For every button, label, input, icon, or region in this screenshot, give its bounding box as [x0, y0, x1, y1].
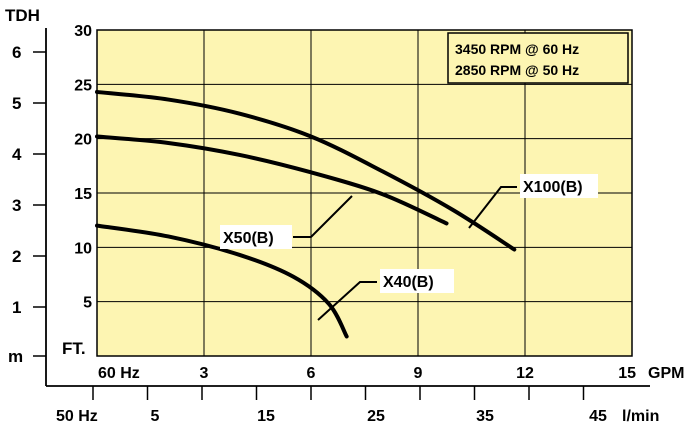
m-tick-label: 5: [12, 94, 21, 113]
m-tick-label: 4: [12, 145, 22, 164]
m-tick-label: 1: [12, 298, 21, 317]
rpm-line-50hz: 2850 RPM @ 50 Hz: [455, 62, 579, 78]
gpm-tick-label: 9: [414, 365, 423, 382]
lmin-tick-label: 35: [476, 408, 494, 425]
gpm-axis-unit: GPM: [648, 365, 684, 382]
x40-leader: [317, 281, 377, 321]
gpm-tick-label: 12: [516, 365, 534, 382]
m-tick-label: 2: [12, 247, 21, 266]
ft-tick-label: 15: [74, 186, 92, 203]
label-x50: X50(B): [220, 195, 353, 249]
x100-label-bg: [520, 174, 598, 198]
rpm-line-60hz: 3450 RPM @ 60 Hz: [455, 41, 579, 57]
curve-x50-b: [95, 134, 449, 226]
label-x100: X100(B): [468, 174, 598, 229]
rpm-box-frame: [447, 32, 629, 84]
ft-axis-unit: FT.: [62, 339, 86, 358]
x40-label: X40(B): [383, 274, 434, 291]
curve-x100-b: [95, 89, 517, 252]
plot-border: [96, 29, 633, 357]
m-tick-label: 3: [12, 196, 21, 215]
x40-label-bg: [380, 269, 454, 293]
rpm-box: 3450 RPM @ 60 Hz 2850 RPM @ 50 Hz: [447, 32, 629, 84]
bottom-axis-ticks: 5 15 25 35 45: [92, 386, 607, 425]
lmin-tick-label: 45: [589, 408, 607, 425]
gpm-axis-ticks: 3 6 9 12 15: [200, 365, 637, 382]
left-axis-ticks: 1 2 3 4 5 6: [12, 43, 46, 357]
lmin-tick-label: 15: [257, 408, 275, 425]
gpm-axis-prefix: 60 Hz: [98, 365, 140, 382]
ft-tick-label: 30: [74, 23, 92, 40]
ft-tick-label: 5: [83, 295, 92, 312]
lmin-tick-label: 25: [367, 408, 385, 425]
gpm-tick-label: 3: [200, 365, 209, 382]
ft-tick-label: 25: [74, 77, 92, 94]
curve-x40-b: [95, 223, 349, 339]
pump-curves: [95, 89, 517, 339]
x100-leader: [468, 186, 517, 229]
lmin-axis-unit: l/min: [622, 408, 659, 425]
x50-leader: [293, 195, 353, 238]
gpm-tick-label: 6: [307, 365, 316, 382]
left-axis-unit: m: [8, 347, 23, 366]
label-x40: X40(B): [317, 269, 454, 321]
left-axis-title: TDH: [5, 6, 40, 25]
x100-label: X100(B): [523, 179, 583, 196]
x50-label: X50(B): [223, 230, 274, 247]
gpm-tick-label: 15: [618, 365, 636, 382]
m-tick-label: 6: [12, 43, 21, 62]
ft-tick-label: 10: [74, 240, 92, 257]
ft-tick-label: 20: [74, 132, 92, 149]
lmin-tick-label: 5: [151, 408, 160, 425]
x50-label-bg: [220, 225, 292, 249]
lmin-axis-prefix: 50 Hz: [56, 408, 98, 425]
ft-axis-ticks: 5 10 15 20 25 30: [74, 23, 92, 312]
